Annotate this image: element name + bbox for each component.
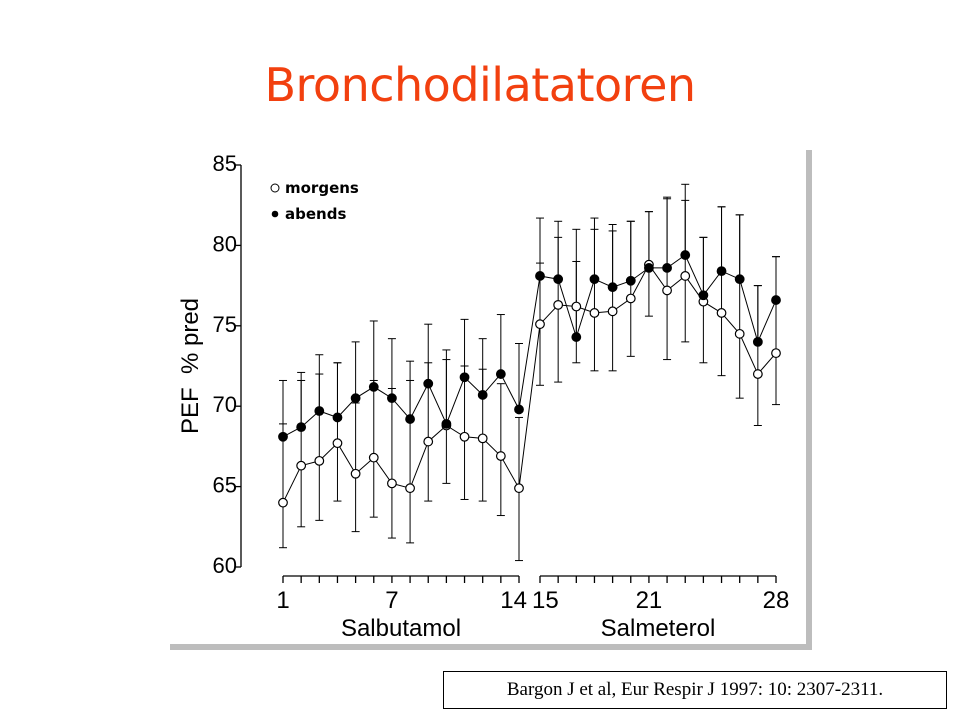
slide-title: Bronchodilatatoren bbox=[264, 58, 696, 112]
data-point-abends bbox=[278, 431, 288, 442]
data-point-morgens bbox=[314, 455, 325, 466]
x-group-label: Salbutamol bbox=[341, 615, 461, 642]
data-point-abends bbox=[332, 412, 343, 423]
data-point-morgens bbox=[423, 436, 434, 447]
series-line-morgens bbox=[282, 263, 777, 503]
data-point-abends bbox=[441, 418, 452, 429]
x-tick-label: 7 bbox=[385, 587, 398, 614]
data-point-abends bbox=[680, 250, 691, 260]
data-point-morgens bbox=[734, 328, 745, 339]
data-point-morgens bbox=[716, 308, 727, 318]
data-point-abends bbox=[607, 282, 618, 293]
legend-label: morgens bbox=[285, 179, 359, 197]
data-point-morgens bbox=[680, 271, 691, 281]
data-point-morgens bbox=[571, 301, 582, 312]
y-tick-label: 60 bbox=[213, 553, 237, 578]
y-tick-label: 75 bbox=[213, 312, 237, 337]
data-point-morgens bbox=[477, 433, 488, 444]
data-point-abends bbox=[716, 266, 727, 277]
x-tick-label: 21 bbox=[636, 587, 663, 614]
data-point-abends bbox=[662, 263, 672, 273]
data-point-abends bbox=[553, 274, 564, 285]
x-tick-label: 14 bbox=[500, 587, 527, 614]
data-point-morgens bbox=[495, 451, 506, 461]
data-point-morgens bbox=[662, 285, 672, 296]
data-point-abends bbox=[459, 372, 470, 383]
data-point-morgens bbox=[771, 348, 781, 359]
y-tick-label: 85 bbox=[213, 151, 237, 176]
data-point-morgens bbox=[514, 483, 524, 494]
data-point-abends bbox=[405, 414, 415, 424]
data-point-morgens bbox=[535, 319, 545, 330]
data-point-abends bbox=[771, 295, 781, 305]
y-tick-label: 65 bbox=[213, 473, 237, 498]
citation-box: Bargon J et al, Eur Respir J 1997: 10: 2… bbox=[443, 671, 947, 709]
data-point-morgens bbox=[332, 438, 343, 449]
data-point-morgens bbox=[553, 299, 564, 310]
data-point-abends bbox=[535, 271, 545, 281]
data-point-abends bbox=[571, 332, 582, 342]
data-point-morgens bbox=[387, 478, 397, 489]
y-tick-label: 80 bbox=[213, 231, 237, 256]
data-point-abends bbox=[387, 393, 397, 404]
data-point-abends bbox=[734, 274, 745, 285]
data-point-morgens bbox=[459, 431, 470, 442]
y-axis-label: PEF % pred bbox=[177, 298, 204, 434]
data-point-abends bbox=[644, 263, 654, 273]
data-point-morgens bbox=[405, 483, 415, 494]
data-point-abends bbox=[350, 393, 361, 404]
data-point-abends bbox=[752, 336, 763, 347]
x-tick-label: 28 bbox=[763, 587, 790, 614]
data-point-morgens bbox=[296, 460, 307, 471]
legend-label: abends bbox=[285, 205, 346, 223]
data-point-morgens bbox=[607, 306, 618, 317]
data-point-abends bbox=[423, 378, 434, 389]
data-point-morgens bbox=[625, 293, 636, 304]
y-tick-label: 70 bbox=[213, 392, 237, 417]
x-tick-label: 15 bbox=[532, 587, 559, 614]
data-point-abends bbox=[368, 382, 379, 392]
data-point-abends bbox=[314, 406, 325, 416]
legend-marker-morgens bbox=[270, 183, 280, 193]
data-point-abends bbox=[514, 404, 524, 415]
data-point-morgens bbox=[368, 452, 379, 463]
data-point-morgens bbox=[350, 468, 361, 479]
data-point-morgens bbox=[752, 369, 763, 379]
x-group-label: Salmeterol bbox=[601, 615, 716, 642]
data-point-abends bbox=[625, 275, 636, 286]
legend-marker-abends bbox=[271, 210, 279, 218]
series-line-abends bbox=[282, 254, 777, 438]
data-point-morgens bbox=[589, 308, 600, 318]
data-point-abends bbox=[296, 422, 307, 433]
data-point-abends bbox=[589, 274, 600, 285]
data-point-abends bbox=[698, 290, 709, 301]
data-point-morgens bbox=[278, 497, 288, 508]
x-tick-label: 1 bbox=[276, 587, 289, 614]
data-point-abends bbox=[477, 390, 488, 400]
data-point-abends bbox=[495, 369, 506, 379]
